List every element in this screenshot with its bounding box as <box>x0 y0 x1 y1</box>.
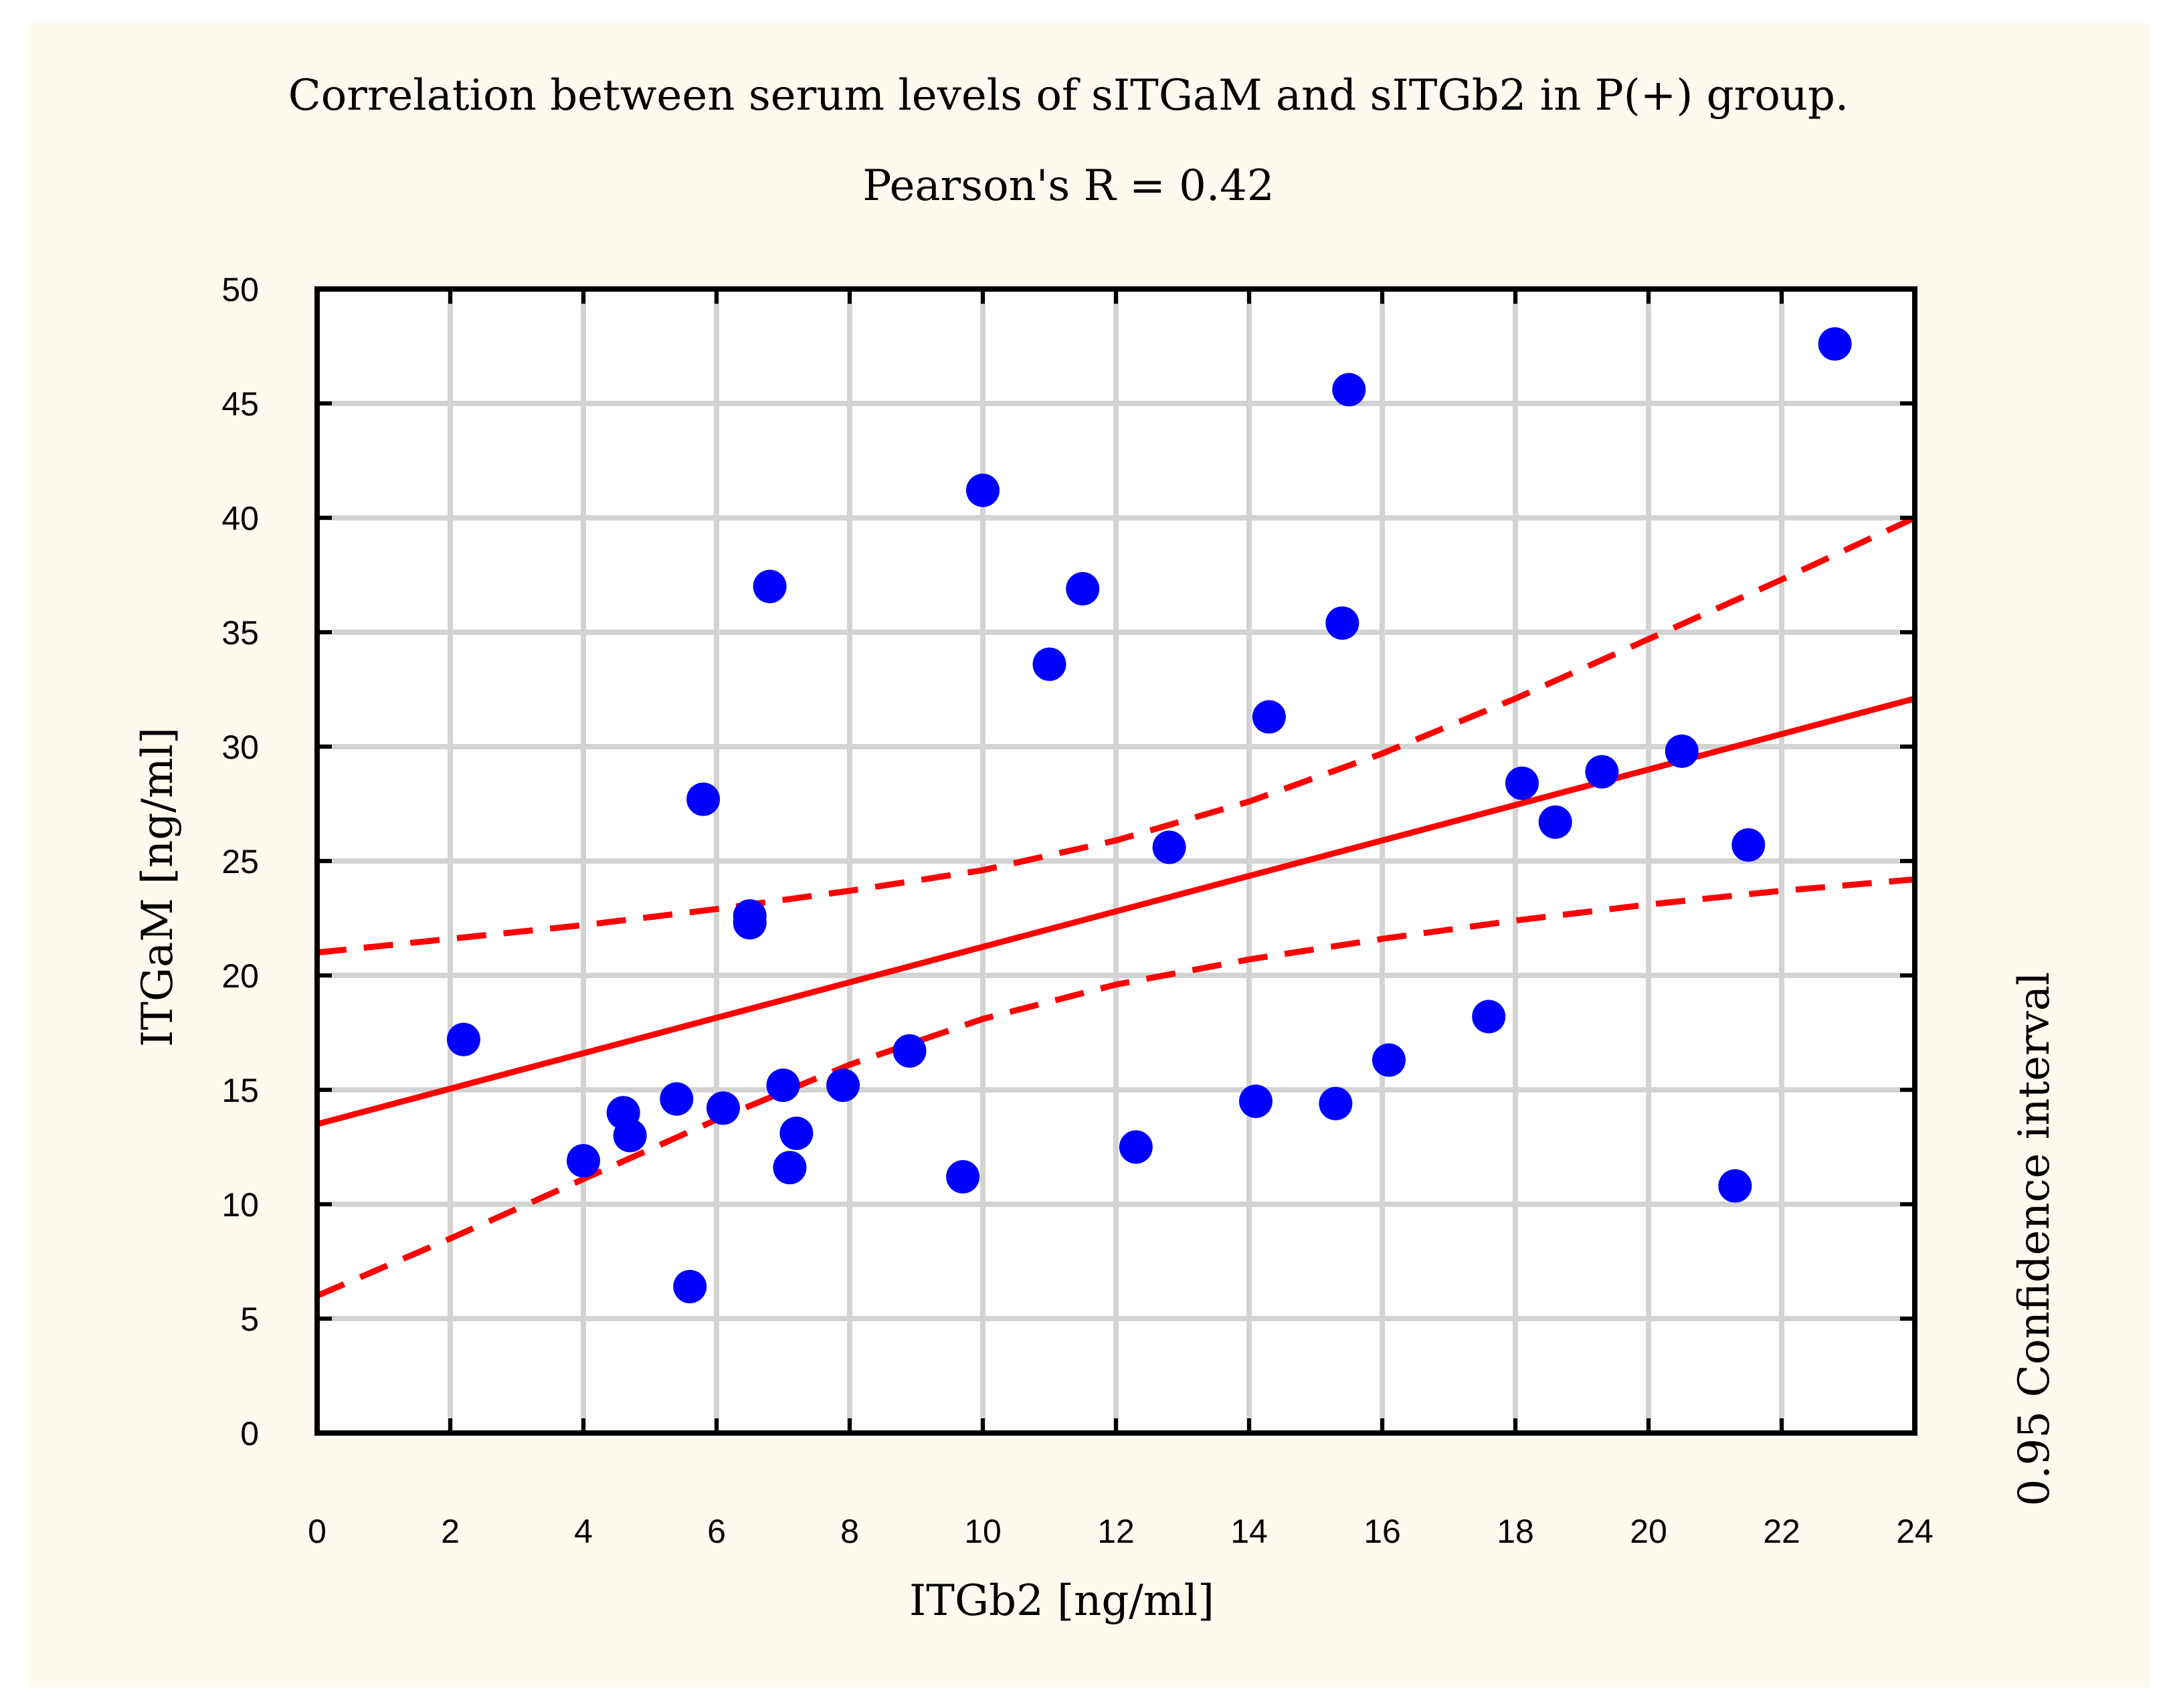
data-point <box>733 906 767 940</box>
data-point <box>1332 373 1366 407</box>
data-point <box>1319 1086 1353 1121</box>
points-layer <box>446 327 1852 1304</box>
data-point <box>1372 1043 1406 1077</box>
plot-frame <box>314 286 1917 1436</box>
data-point <box>826 1068 860 1103</box>
confidence-bound-line <box>316 876 1915 1299</box>
data-point <box>1538 805 1572 839</box>
data-point <box>613 1119 647 1153</box>
data-point <box>1325 606 1359 640</box>
data-point <box>1119 1130 1153 1164</box>
regression-line <box>316 695 1916 1127</box>
x-tick-label: 2 <box>441 1513 460 1550</box>
data-point <box>766 1068 800 1103</box>
x-tick-label: 20 <box>1630 1513 1667 1550</box>
data-point <box>1505 766 1539 800</box>
confidence-bound-line <box>316 514 1916 956</box>
data-point <box>753 569 787 603</box>
data-point <box>1032 647 1066 681</box>
y-tick-label: 35 <box>221 614 259 652</box>
data-point <box>1472 1000 1506 1034</box>
chart-panel: Correlation between serum levels of sITG… <box>28 23 2149 1687</box>
x-tick-label: 22 <box>1763 1513 1800 1550</box>
chart-subtitle: Pearson's R = 0.42 <box>862 161 1274 211</box>
y-tick-label: 45 <box>221 385 259 423</box>
y-axis-label: ITGaM [ng/ml] <box>133 727 183 1047</box>
data-point <box>1152 830 1186 864</box>
y-tick-label: 5 <box>240 1301 259 1338</box>
data-point <box>1818 327 1852 361</box>
y-tick-labels: 0 5 10 15 20 25 30 35 40 45 50 <box>221 271 259 1452</box>
x-tick-label: 12 <box>1097 1513 1135 1550</box>
x-tick-label: 14 <box>1230 1513 1268 1550</box>
data-point <box>1585 755 1619 789</box>
x-tick-label: 8 <box>840 1513 859 1550</box>
x-tick-label: 24 <box>1896 1513 1934 1550</box>
x-tick-labels: 0 2 4 6 8 10 12 14 16 18 20 22 24 <box>308 1513 1934 1550</box>
y-tick-label: 10 <box>221 1186 259 1224</box>
grid <box>317 289 1915 1433</box>
data-point <box>686 782 721 816</box>
data-point <box>779 1116 814 1150</box>
x-tick-label: 10 <box>964 1513 1002 1550</box>
data-point <box>966 473 1000 507</box>
data-point <box>1066 572 1100 606</box>
y-tick-label: 25 <box>221 843 259 880</box>
data-point <box>1252 700 1286 734</box>
x-tick-label: 0 <box>308 1513 326 1550</box>
x-tick-label: 18 <box>1497 1513 1534 1550</box>
data-point <box>946 1159 980 1194</box>
y-tick-label: 0 <box>240 1415 259 1452</box>
y-tick-label: 20 <box>221 957 259 995</box>
data-point <box>673 1270 707 1304</box>
scatter-chart: Correlation between serum levels of sITG… <box>133 71 2059 1626</box>
x-axis-label: ITGb2 [ng/ml] <box>909 1576 1214 1626</box>
x-tick-label: 4 <box>574 1513 593 1550</box>
y-tick-label: 50 <box>221 271 259 308</box>
data-point <box>1731 828 1766 862</box>
data-point <box>1665 734 1699 768</box>
series-layer <box>316 514 1916 1299</box>
confidence-interval-label: 0.95 Confidence interval <box>2010 971 2059 1506</box>
x-tick-label: 6 <box>707 1513 726 1550</box>
data-point <box>446 1022 480 1056</box>
chart-title: Correlation between serum levels of sITG… <box>288 71 1849 120</box>
x-tick-label: 16 <box>1364 1513 1401 1550</box>
y-tick-label: 30 <box>221 729 259 766</box>
data-point <box>706 1091 740 1125</box>
y-tick-label: 15 <box>221 1072 259 1109</box>
data-point <box>567 1144 600 1178</box>
data-point <box>1238 1084 1273 1119</box>
data-point <box>773 1151 807 1185</box>
y-tick-label: 40 <box>221 500 259 537</box>
data-point <box>660 1082 694 1116</box>
data-point <box>1718 1169 1752 1203</box>
data-point <box>892 1034 927 1068</box>
